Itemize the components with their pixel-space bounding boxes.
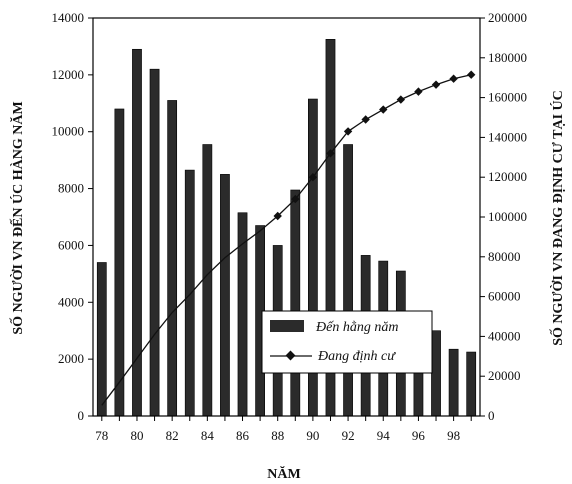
right-y-tick-label: 60000	[488, 289, 521, 304]
x-axis-title: NĂM	[267, 465, 300, 482]
x-tick-label: 78	[95, 428, 108, 443]
right-y-tick-label: 100000	[488, 209, 527, 224]
right-y-tick-label: 200000	[488, 10, 527, 25]
x-tick-label: 80	[130, 428, 143, 443]
x-tick-label: 86	[236, 428, 250, 443]
line-point-diamond	[431, 80, 441, 89]
left-y-tick-label: 8000	[58, 181, 84, 196]
line-point-diamond	[291, 194, 300, 204]
x-tick-label: 82	[166, 428, 179, 443]
left-y-axis-title: SỐ NGƯỜI VN ĐẾN ÚC HÀNG NĂM	[8, 101, 26, 334]
right-y-tick-label: 180000	[488, 50, 527, 65]
x-tick-label: 96	[412, 428, 426, 443]
legend: Đến hằng năm Đang định cư	[261, 310, 433, 374]
line-point-diamond	[467, 70, 476, 79]
bar-den-hang-nam	[149, 68, 160, 417]
right-y-tick-label: 0	[488, 408, 495, 423]
line-point-diamond	[343, 127, 353, 136]
bar-den-hang-nam	[167, 100, 178, 417]
bar-den-hang-nam	[290, 189, 301, 417]
legend-diamond-marker	[285, 350, 296, 361]
x-tick-label: 98	[447, 428, 460, 443]
line-point-diamond	[308, 173, 318, 182]
line-point-diamond	[361, 115, 370, 124]
line-point-diamond	[326, 149, 335, 158]
x-tick-label: 90	[306, 428, 319, 443]
legend-label-bars: Đến hằng năm	[315, 320, 398, 335]
bar-den-hang-nam	[114, 108, 125, 417]
line-point-diamond	[396, 95, 406, 104]
right-y-axis-title: SỐ NGƯỜI VN ĐANG ĐỊNH CƯ TẠI ÚC	[548, 90, 566, 346]
x-tick-label: 84	[201, 428, 215, 443]
x-tick-label: 88	[271, 428, 284, 443]
right-y-tick-label: 40000	[488, 328, 521, 343]
x-tick-label: 92	[342, 428, 355, 443]
left-y-tick-label: 6000	[58, 237, 84, 252]
bar-den-hang-nam	[202, 144, 213, 417]
left-y-tick-label: 0	[78, 408, 85, 423]
bar-den-hang-nam	[466, 351, 477, 417]
left-y-tick-label: 4000	[58, 294, 84, 309]
left-y-tick-label: 2000	[58, 351, 84, 366]
bar-den-hang-nam	[343, 144, 353, 417]
left-y-tick-label: 10000	[52, 124, 85, 139]
bar-den-hang-nam	[448, 348, 459, 417]
line-point-diamond	[414, 87, 423, 96]
line-dang-dinh-cu	[101, 74, 472, 406]
line-series	[101, 70, 476, 406]
right-y-tick-label: 120000	[488, 169, 527, 184]
line-point-diamond	[449, 74, 458, 83]
bar-den-hang-nam	[431, 330, 441, 417]
x-tick-label: 94	[377, 428, 391, 443]
bar-den-hang-nam	[220, 174, 230, 417]
left-y-tick-label: 12000	[52, 67, 85, 82]
tick-labels: 0200040006000800010000120001400002000040…	[52, 10, 528, 443]
bar-den-hang-nam	[96, 262, 107, 417]
bar-den-hang-nam	[184, 169, 195, 417]
bar-den-hang-nam	[132, 48, 142, 417]
axes	[88, 17, 485, 421]
right-y-tick-label: 20000	[488, 368, 521, 383]
right-y-tick-label: 80000	[488, 249, 521, 264]
line-point-diamond	[379, 105, 388, 114]
legend-bar-swatch	[270, 320, 304, 332]
left-y-tick-label: 14000	[52, 10, 85, 25]
legend-label-line: Đang định cư	[317, 349, 396, 364]
right-y-tick-label: 160000	[488, 90, 527, 105]
line-point-diamond	[273, 211, 282, 221]
right-y-tick-label: 140000	[488, 129, 527, 144]
